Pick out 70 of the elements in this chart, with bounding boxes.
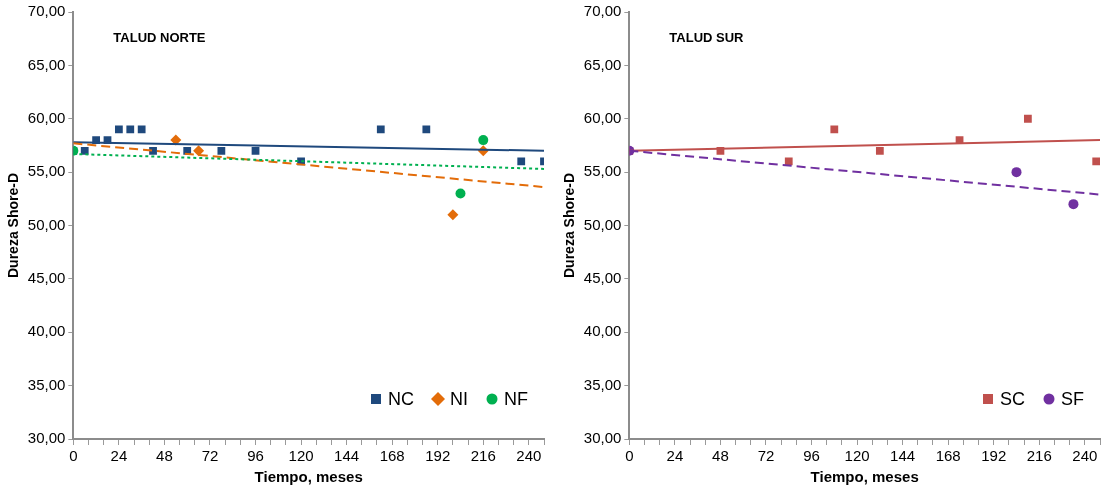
x-tick-label: 96: [247, 447, 264, 465]
y-tick-label: 60,00: [27, 108, 66, 126]
point: [137, 125, 146, 134]
point: [193, 145, 205, 157]
point: [149, 146, 157, 155]
y-tick-label: 40,00: [583, 322, 622, 340]
x-tick-label: 48: [712, 447, 729, 465]
y-tick-label: 40,00: [27, 322, 66, 340]
x-tick-label: 144: [334, 447, 360, 465]
y-tick-label: 45,00: [27, 269, 66, 287]
y-tick-label: 45,00: [583, 269, 622, 287]
x-tick-label: 216: [470, 447, 496, 465]
x-tick-label: 72: [201, 447, 219, 465]
point: [447, 209, 459, 221]
y-tick-label: 60,00: [583, 108, 622, 126]
y-axis-title: Dureza Shore-D: [5, 172, 22, 279]
point: [1092, 157, 1100, 166]
x-tick-label: 192: [425, 447, 451, 465]
x-tick-label: 0: [69, 447, 78, 465]
text: TALUD SUR: [669, 29, 745, 45]
x-tick-label: 72: [757, 447, 775, 465]
y-tick-label: 65,00: [583, 55, 622, 73]
x-tick-label: 24: [666, 447, 684, 465]
x-tick-label: 240: [516, 447, 542, 465]
point: [875, 146, 884, 155]
y-tick-label: 35,00: [27, 375, 66, 393]
y-axis-title: Dureza Shore-D: [561, 172, 578, 279]
point: [1011, 167, 1022, 178]
y-tick-label: 30,00: [583, 429, 622, 447]
point: [376, 125, 385, 134]
y-tick-label: 30,00: [27, 429, 66, 447]
x-tick-label: 120: [844, 447, 870, 465]
point: [115, 125, 123, 134]
point: [455, 188, 466, 199]
x-tick-label: 48: [156, 447, 173, 465]
x-tick-label: 240: [1072, 447, 1098, 465]
point: [478, 135, 489, 146]
x-tick-label: 144: [890, 447, 916, 465]
x-axis-title: Tiempo, meses: [810, 468, 919, 486]
point: [126, 125, 135, 134]
point: [422, 125, 431, 134]
y-tick-label: 65,00: [27, 55, 66, 73]
y-tick-label: 55,00: [583, 162, 622, 180]
x-axis-title: Tiempo, meses: [254, 468, 363, 486]
x-tick-label: 192: [981, 447, 1007, 465]
x-tick-label: 168: [935, 447, 961, 465]
x-tick-label: 168: [379, 447, 405, 465]
x-tick-label: 0: [625, 447, 634, 465]
point: [517, 157, 526, 166]
x-tick-label: 120: [288, 447, 314, 465]
y-tick-label: 55,00: [27, 162, 66, 180]
y-tick-label: 50,00: [583, 215, 622, 233]
x-tick-label: 96: [803, 447, 820, 465]
y-tick-label: 70,00: [583, 2, 622, 20]
point: [251, 146, 260, 155]
legend-label: NF: [504, 388, 529, 409]
y-tick-label: 50,00: [27, 215, 66, 233]
legend-label: SF: [1061, 388, 1085, 409]
point: [830, 125, 839, 134]
y-tick-label: 35,00: [583, 375, 622, 393]
legend-label: NI: [450, 388, 469, 409]
y-tick-label: 70,00: [27, 2, 66, 20]
text: TALUD NORTE: [113, 29, 206, 45]
x-tick-label: 216: [1026, 447, 1052, 465]
x-tick-label: 24: [110, 447, 128, 465]
legend-label: SC: [999, 388, 1026, 409]
point: [217, 146, 226, 155]
point: [1068, 199, 1079, 210]
legend-label: NC: [388, 388, 415, 409]
point: [1023, 114, 1032, 123]
